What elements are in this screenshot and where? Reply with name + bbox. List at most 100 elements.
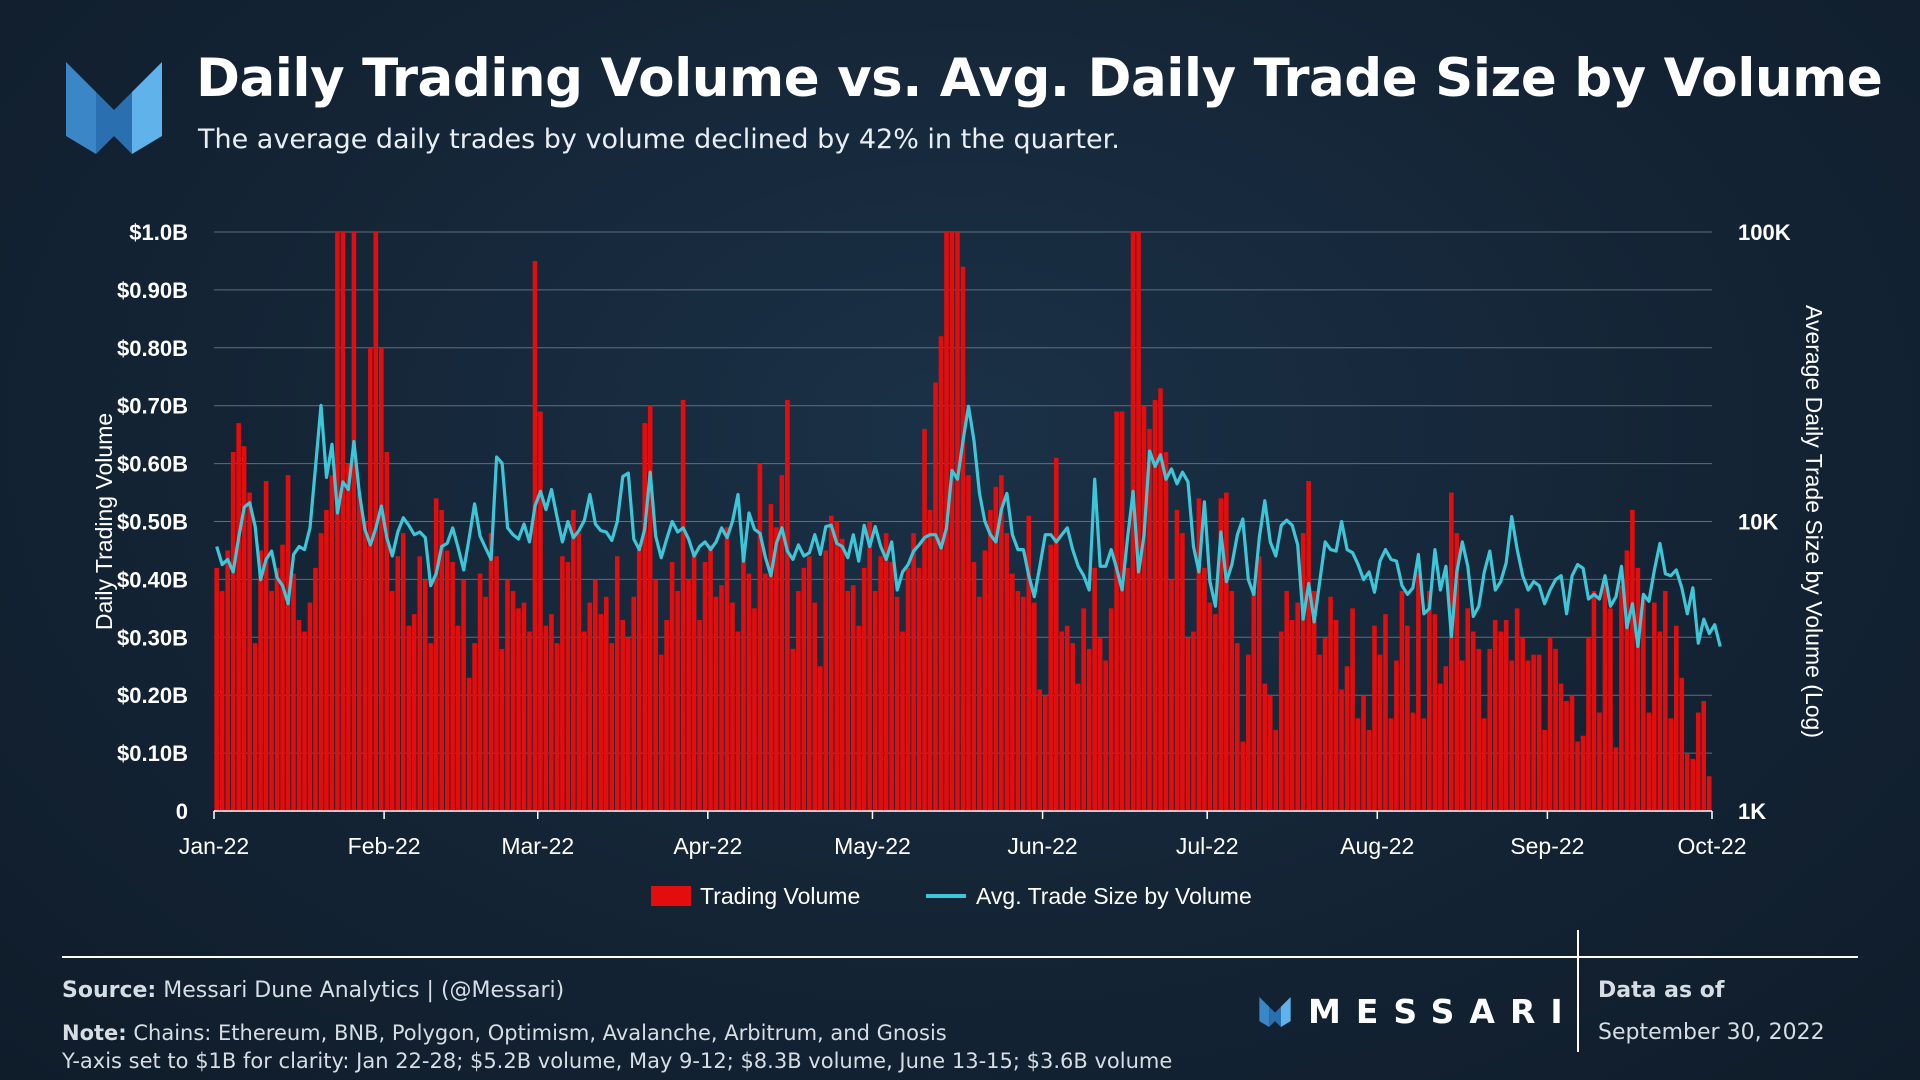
volume-bar: [1416, 573, 1421, 811]
x-tick-label: Sep-22: [1510, 833, 1584, 859]
volume-bar: [1251, 590, 1257, 811]
volume-bar: [938, 336, 944, 811]
volume-bar: [241, 446, 247, 811]
volume-bar: [1520, 637, 1525, 811]
volume-bar: [850, 585, 856, 811]
volume-bar: [1328, 596, 1333, 811]
volume-bar: [647, 405, 653, 811]
source-label: Source:: [62, 978, 157, 1003]
volume-bar: [812, 602, 818, 811]
volume-bar: [1229, 590, 1235, 811]
volume-bar: [247, 492, 252, 811]
volume-bar: [1185, 637, 1191, 811]
volume-bar: [1191, 631, 1196, 811]
volume-bar: [302, 631, 307, 811]
note-line-1: Note: Chains: Ethereum, BNB, Polygon, Op…: [62, 1019, 1172, 1047]
volume-bar: [472, 643, 477, 811]
volume-bar: [1311, 590, 1317, 811]
volume-bar: [1004, 533, 1010, 811]
volume-bar: [1114, 411, 1119, 811]
x-tick-label: Apr-22: [673, 833, 742, 859]
footer-vertical-divider: [1577, 930, 1579, 1052]
volume-bar: [1432, 614, 1438, 811]
volume-bar: [971, 562, 977, 811]
volume-bar: [933, 382, 938, 811]
volume-bar: [483, 596, 488, 811]
volume-bar: [785, 399, 790, 811]
volume-bar: [779, 475, 785, 811]
volume-bar: [746, 573, 752, 811]
volume-bar: [587, 602, 593, 811]
volume-bar: [1163, 452, 1169, 811]
volume-bar: [839, 538, 845, 811]
volume-bar: [576, 533, 582, 811]
note-text: Chains: Ethereum, BNB, Polygon, Optimism…: [126, 1021, 947, 1045]
volume-bar: [680, 399, 686, 811]
volume-bar: [1459, 660, 1465, 811]
volume-bar: [1657, 631, 1663, 811]
volume-bar: [1383, 614, 1388, 811]
volume-bar: [538, 411, 543, 811]
volume-bar: [433, 498, 439, 811]
volume-bar: [1690, 758, 1696, 811]
volume-bar: [625, 637, 631, 811]
data-as-of-date: September 30, 2022: [1598, 1020, 1825, 1045]
volume-bar: [1213, 614, 1218, 811]
volume-bar: [867, 521, 872, 811]
volume-bar: [1366, 729, 1372, 811]
x-tick-label: Mar-22: [501, 833, 574, 859]
volume-bar: [1141, 405, 1147, 811]
volume-bar: [219, 590, 225, 811]
avg-trade-size-line: [215, 403, 1722, 649]
volume-bar: [1202, 567, 1207, 811]
y-tick-label: $0.20B: [117, 683, 188, 708]
volume-bar: [1569, 695, 1575, 811]
y-tick-label: $0.50B: [117, 510, 188, 535]
volume-bar: [395, 556, 401, 811]
volume-bar: [582, 631, 587, 811]
volume-bar: [620, 619, 626, 811]
volume-bar: [774, 527, 779, 811]
volume-bar: [1218, 498, 1224, 811]
volume-bar: [977, 596, 982, 811]
volume-bar: [1075, 683, 1081, 811]
volume-bar: [653, 579, 658, 811]
volume-bar: [1158, 388, 1163, 811]
volume-bar: [357, 492, 362, 811]
volume-bar: [801, 567, 807, 811]
volume-bar: [1646, 712, 1652, 811]
volume-bar: [1470, 631, 1476, 811]
volume-bar: [1196, 498, 1202, 811]
volume-bar: [1454, 533, 1460, 811]
volume-bar: [1701, 700, 1707, 811]
volume-bar: [532, 260, 538, 811]
volume-bar: [883, 533, 889, 811]
volume-bar: [379, 347, 384, 811]
volume-bar: [1586, 637, 1591, 811]
volume-bar: [614, 556, 620, 811]
x-tick-label: Aug-22: [1340, 833, 1414, 859]
volume-bar: [669, 562, 675, 811]
volume-bar: [444, 550, 450, 811]
volume-bar: [861, 567, 867, 811]
brand-name: MESSARI: [1308, 992, 1578, 1031]
volume-bar: [1421, 718, 1427, 811]
volume-bar: [417, 556, 423, 811]
volume-bar: [927, 509, 933, 811]
x-tick-label: May-22: [834, 833, 911, 859]
volume-bar: [905, 567, 911, 811]
volume-bar: [916, 567, 922, 811]
volume-bar: [1147, 428, 1152, 811]
volume-bar: [510, 590, 516, 811]
volume-bar: [1245, 654, 1251, 811]
volume-bar: [741, 556, 746, 811]
volume-bar: [1679, 677, 1685, 811]
volume-bar: [516, 608, 521, 811]
y-tick-label: $0.40B: [117, 567, 188, 592]
volume-bar: [834, 521, 840, 811]
volume-bar: [1059, 631, 1065, 811]
chart: 0 $0.10B $0.20B $0.30B $0.40B $0.50B $0.60B $0.…: [117, 231, 1722, 906]
volume-bar: [1262, 683, 1268, 811]
volume-bar: [1361, 695, 1366, 811]
volume-bar: [400, 533, 406, 811]
